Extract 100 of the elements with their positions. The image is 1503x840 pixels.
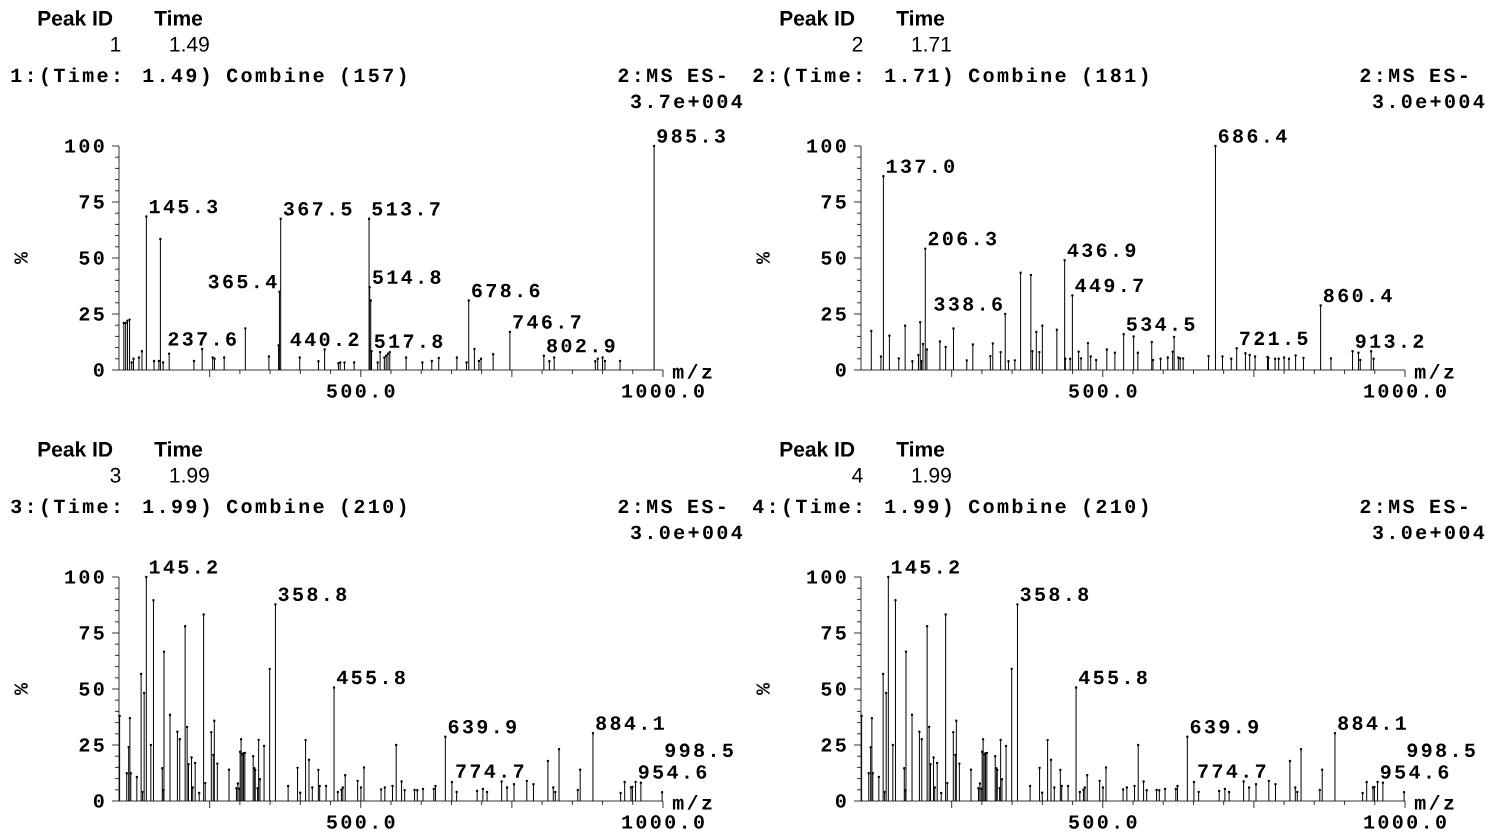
annotation: 367.5	[283, 202, 352, 216]
annotation: 678.6	[472, 283, 540, 298]
text: 1.49	[170, 36, 209, 52]
y-tick-label: 0	[93, 363, 104, 377]
y-axis-title: %	[14, 683, 28, 696]
annotation: 884.1	[596, 716, 664, 730]
y-tick-label: 50	[821, 682, 846, 696]
text: Time	[154, 441, 203, 457]
annotation: 639.9	[1190, 719, 1258, 734]
annotation: 145.3	[149, 199, 218, 214]
text: 1.99	[912, 467, 951, 483]
x-axis-title: m/z	[1414, 795, 1454, 810]
annotation: 954.6	[1380, 765, 1449, 779]
text: 2:MS ES-	[618, 68, 725, 83]
annotation: 455.8	[336, 670, 405, 685]
annotation: 358.8	[1020, 587, 1089, 602]
annotation: 774.7	[1198, 764, 1266, 778]
annotation: 954.6	[638, 765, 707, 779]
text: 3.0e+004	[1372, 525, 1485, 540]
x-tick-label: 1000.0	[622, 384, 704, 398]
annotation: 998.5	[1407, 743, 1475, 758]
text: Time	[154, 10, 203, 26]
annotation: 206.3	[928, 231, 997, 246]
chart-title: 4:(Time: 1.99) Combine (210)	[752, 498, 1148, 518]
y-axis-title: %	[14, 251, 28, 264]
text: 3	[110, 467, 121, 483]
x-tick-label: 1000.0	[1364, 384, 1446, 398]
annotation: 802.9	[547, 338, 615, 353]
text: 4	[852, 468, 863, 483]
annotation: 358.8	[278, 587, 347, 602]
annotation: 639.9	[448, 719, 516, 734]
text: 1.71	[912, 37, 951, 52]
text: 2:MS ES-	[1360, 499, 1467, 514]
annotation: 534.5	[1126, 317, 1195, 331]
y-tick-label: 25	[79, 307, 104, 321]
text: Peak ID	[780, 441, 855, 457]
y-tick-label: 50	[79, 682, 104, 696]
annotation: 746.7	[513, 315, 581, 329]
y-tick-label: 75	[821, 626, 846, 640]
text: 1.99	[170, 467, 209, 483]
x-tick-label: 500.0	[326, 384, 395, 398]
annotation: 145.2	[891, 560, 959, 574]
x-tick-label: 500.0	[326, 815, 395, 829]
text: 2:MS ES-	[1360, 68, 1467, 83]
annotation: 514.8	[372, 270, 441, 284]
annotation: 721.5	[1240, 331, 1308, 346]
x-tick-label: 500.0	[1069, 384, 1137, 398]
annotation: 985.3	[657, 129, 725, 143]
annotation: 860.4	[1323, 288, 1392, 303]
annotation: 686.4	[1218, 129, 1287, 143]
x-axis-title: m/z	[672, 364, 712, 379]
x-tick-label: 1000.0	[1364, 815, 1446, 829]
text: 2:MS ES-	[618, 499, 725, 514]
y-axis-title: %	[756, 251, 770, 264]
annotation: 365.4	[208, 274, 277, 289]
annotation: 436.9	[1067, 243, 1136, 258]
annotation: 998.5	[665, 743, 733, 758]
text: 2	[852, 36, 863, 52]
text: Time	[896, 441, 945, 457]
annotation: 237.6	[168, 332, 236, 346]
x-axis-title: m/z	[672, 795, 712, 810]
y-tick-label: 0	[835, 794, 846, 808]
y-tick-label: 0	[93, 794, 104, 808]
x-axis-title: m/z	[1414, 364, 1454, 379]
y-tick-label: 75	[79, 195, 104, 209]
text: Time	[896, 10, 945, 26]
y-tick-label: 25	[821, 307, 846, 321]
x-tick-label: 500.0	[1069, 815, 1137, 829]
text: Peak ID	[780, 10, 855, 26]
chart-title: 1:(Time: 1.49) Combine (157)	[11, 67, 406, 87]
y-axis-title: %	[756, 683, 770, 696]
annotation: 145.2	[149, 560, 217, 574]
text: Peak ID	[38, 10, 113, 26]
annotation: 913.2	[1355, 334, 1424, 348]
text: Peak ID	[38, 441, 113, 457]
y-tick-label: 25	[821, 738, 846, 752]
y-tick-label: 50	[79, 251, 104, 265]
annotation: 455.8	[1078, 670, 1147, 685]
annotation: 884.1	[1338, 716, 1406, 730]
y-tick-label: 0	[835, 363, 846, 377]
text: 3.7e+004	[630, 94, 743, 109]
y-tick-label: 25	[79, 738, 104, 752]
y-tick-label: 100	[65, 139, 104, 153]
annotation: 517.8	[374, 334, 443, 348]
text: 1	[111, 37, 121, 52]
text: 3.0e+004	[630, 525, 743, 540]
chart-title: 3:(Time: 1.99) Combine (210)	[11, 498, 406, 518]
annotation: 774.7	[456, 764, 524, 778]
chart-title: 2:(Time: 1.71) Combine (181)	[753, 67, 1148, 87]
text: 3.0e+004	[1372, 94, 1485, 109]
annotation: 137.0	[886, 159, 955, 174]
annotation: 513.7	[372, 202, 440, 216]
annotation: 440.2	[290, 332, 359, 347]
y-tick-label: 75	[821, 195, 846, 209]
y-tick-label: 100	[65, 570, 104, 584]
annotation: 338.6	[934, 297, 1002, 311]
y-tick-label: 100	[807, 139, 846, 153]
y-tick-label: 75	[79, 626, 104, 640]
annotation: 449.7	[1075, 278, 1143, 293]
x-tick-label: 1000.0	[622, 815, 704, 829]
